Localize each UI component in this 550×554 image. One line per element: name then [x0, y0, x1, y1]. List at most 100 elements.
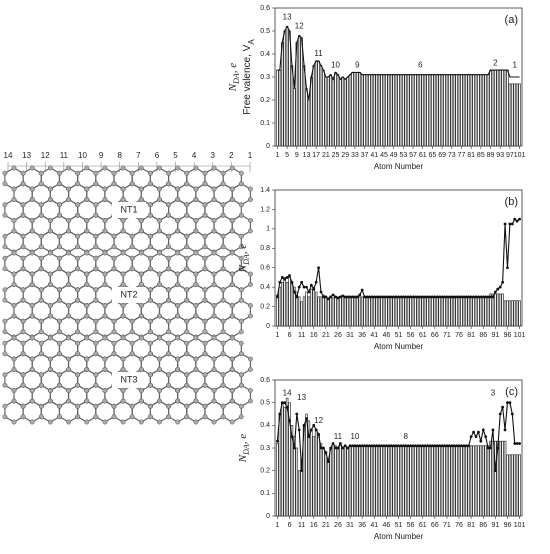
- bar: [423, 74, 427, 147]
- atom: [184, 233, 190, 239]
- atom: [202, 287, 208, 293]
- x-tick-label: 21: [322, 522, 330, 529]
- bar: [431, 445, 434, 517]
- point: [292, 290, 296, 294]
- bar: [428, 74, 432, 147]
- bar: [433, 296, 437, 327]
- bar: [414, 445, 417, 517]
- point: [297, 428, 301, 432]
- bar: [460, 296, 463, 327]
- point: [322, 446, 325, 450]
- point: [481, 295, 485, 299]
- bar: [290, 65, 294, 147]
- atom: [38, 340, 44, 346]
- atom: [57, 244, 62, 250]
- bar: [360, 296, 364, 327]
- bar: [450, 445, 454, 517]
- atom: [111, 329, 117, 335]
- point: [392, 295, 396, 299]
- atom: [38, 329, 44, 335]
- hexagon: [167, 230, 188, 253]
- atom: [20, 351, 26, 357]
- point: [309, 283, 313, 287]
- atom: [175, 335, 181, 341]
- atom: [84, 313, 90, 319]
- atom: [75, 329, 81, 335]
- y-axis-label: Free valence, VA: [242, 39, 256, 115]
- atom: [93, 403, 99, 409]
- bar: [421, 296, 424, 327]
- point: [438, 444, 442, 448]
- atom: [111, 181, 117, 187]
- atom: [202, 170, 208, 176]
- atom: [220, 340, 226, 346]
- x-tick-label: 1: [275, 332, 279, 339]
- point: [326, 297, 330, 301]
- atom: [138, 165, 144, 171]
- bar: [448, 445, 451, 517]
- bar: [457, 74, 461, 147]
- point: [360, 288, 364, 292]
- bar: [511, 454, 514, 517]
- hexagon: [58, 315, 79, 338]
- point: [288, 419, 291, 423]
- annotation: 13: [283, 12, 292, 21]
- atom: [238, 340, 244, 346]
- bar: [314, 429, 318, 517]
- x-tick-label: 1: [275, 152, 279, 159]
- bar: [329, 74, 332, 147]
- bar: [305, 413, 308, 517]
- point: [341, 294, 345, 298]
- y-tick-label: 0.6: [260, 377, 270, 384]
- atom: [120, 356, 126, 362]
- atom: [157, 228, 162, 234]
- atom: [202, 382, 208, 388]
- point: [506, 401, 509, 405]
- atom: [47, 197, 53, 202]
- atom: [138, 282, 144, 287]
- point: [329, 295, 333, 299]
- atom: [75, 414, 81, 420]
- atom: [38, 287, 44, 293]
- atom: [66, 165, 72, 171]
- bar: [302, 296, 306, 327]
- bar: [438, 445, 441, 517]
- bar: [452, 445, 456, 517]
- y-tick-label: 0.2: [260, 97, 270, 104]
- atom-ring-number: 2: [229, 151, 234, 160]
- atom: [120, 282, 126, 287]
- atom: [29, 367, 35, 372]
- atom: [111, 403, 117, 409]
- atom: [193, 197, 199, 202]
- point: [406, 295, 410, 299]
- atom: [120, 218, 126, 223]
- point: [428, 444, 432, 448]
- point: [450, 295, 454, 299]
- atom: [147, 372, 153, 378]
- atom: [147, 414, 153, 420]
- atom: [47, 398, 53, 404]
- atom: [211, 388, 217, 393]
- x-tick-label: 11: [298, 332, 305, 339]
- atom: [120, 197, 126, 202]
- atom: [11, 398, 17, 404]
- atom: [129, 329, 135, 335]
- bar: [455, 445, 458, 517]
- hexagon: [58, 400, 79, 423]
- bar: [280, 402, 284, 517]
- atom: [229, 218, 235, 223]
- hexagon: [204, 230, 224, 253]
- point: [389, 444, 393, 448]
- atom: [57, 329, 62, 335]
- annotation: 11: [334, 432, 343, 441]
- atom: [220, 212, 226, 218]
- x-tick-label: 5: [285, 152, 289, 159]
- hexagon: [4, 230, 24, 253]
- atom: [138, 186, 144, 192]
- point: [416, 444, 420, 448]
- x-tick-label: 76: [455, 522, 463, 529]
- point: [443, 444, 446, 448]
- atom: [84, 282, 90, 287]
- atom: [111, 244, 117, 250]
